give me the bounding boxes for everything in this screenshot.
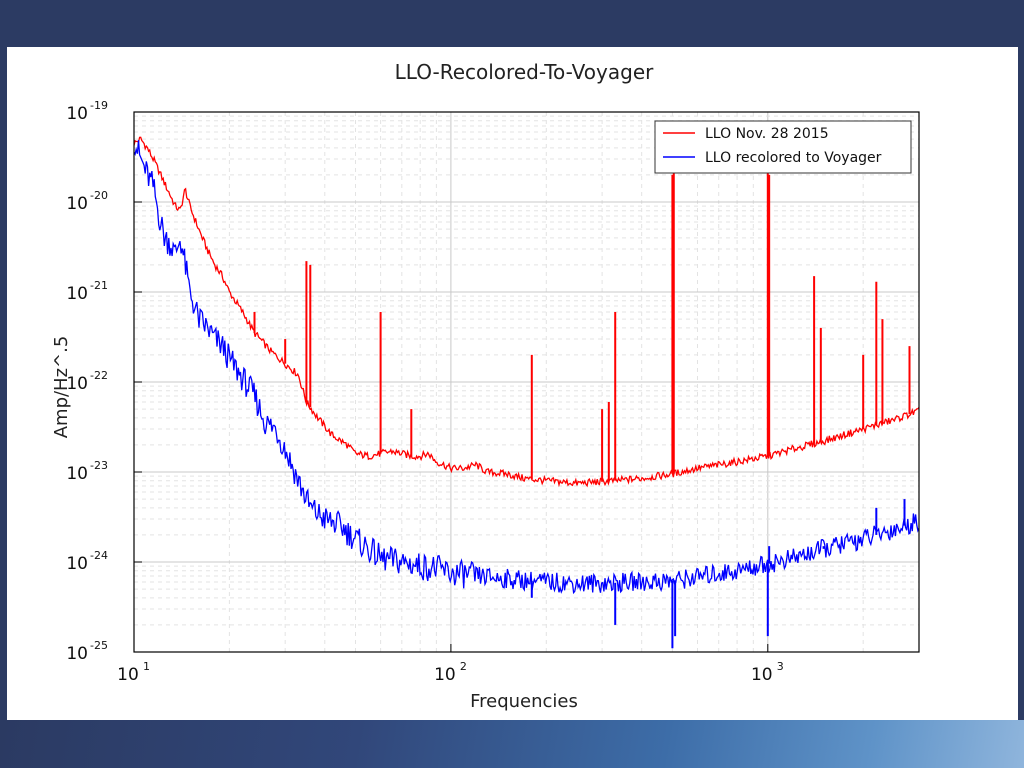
y-tick-label: 10	[66, 554, 88, 574]
y-tick-exponent: -20	[90, 189, 108, 202]
y-tick-exponent: -24	[90, 549, 108, 562]
y-tick-label: 10	[66, 374, 88, 394]
y-tick-exponent: -22	[90, 369, 108, 382]
figure-canvas: LLO-Recolored-To-Voyager Frequencies Amp…	[7, 47, 1018, 720]
x-tick-label: 10	[117, 665, 139, 685]
y-tick-exponent: -21	[90, 279, 108, 292]
y-tick-exponent: -23	[90, 459, 108, 472]
x-tick-exponent: 3	[777, 660, 784, 673]
y-tick-label: 10	[66, 464, 88, 484]
y-tick-exponent: -25	[90, 639, 108, 652]
x-axis-label: Frequencies	[470, 691, 578, 712]
legend-entry-llo: LLO Nov. 28 2015	[705, 126, 829, 142]
series-line-llo	[134, 136, 919, 488]
spectrum-chart: LLO-Recolored-To-Voyager Frequencies Amp…	[51, 60, 920, 712]
chart-title: LLO-Recolored-To-Voyager	[395, 60, 655, 84]
y-tick-label: 10	[66, 284, 88, 304]
y-axis-label: Amp/Hz^.5	[51, 336, 72, 439]
series-line-voyager	[134, 140, 919, 595]
y-tick-label: 10	[66, 644, 88, 664]
y-tick-exponent: -19	[90, 99, 108, 112]
grid	[133, 111, 920, 653]
legend: LLO Nov. 28 2015 LLO recolored to Voyage…	[654, 120, 912, 174]
y-tick-label: 10	[66, 194, 88, 214]
y-tick-label: 10	[66, 104, 88, 124]
legend-entry-voyager: LLO recolored to Voyager	[705, 150, 882, 166]
x-tick-label: 10	[751, 665, 773, 685]
legend-box	[654, 120, 912, 174]
x-tick-exponent: 1	[143, 660, 150, 673]
slide-background-band	[0, 720, 1024, 768]
x-tick-exponent: 2	[460, 660, 467, 673]
x-tick-label: 10	[434, 665, 456, 685]
plot-area	[134, 136, 919, 649]
